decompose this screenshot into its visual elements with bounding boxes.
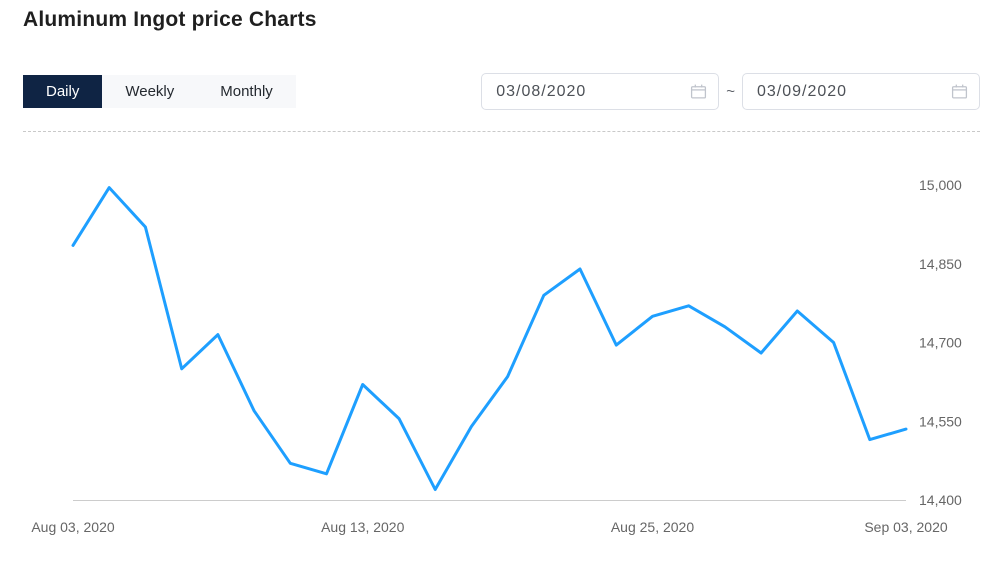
end-date-input[interactable] xyxy=(742,73,980,110)
x-axis-tick-label: Aug 13, 2020 xyxy=(321,519,405,535)
y-axis-tick-label: 14,400 xyxy=(919,492,962,508)
x-axis-tick-label: Sep 03, 2020 xyxy=(864,519,948,535)
tab-daily[interactable]: Daily xyxy=(23,75,103,108)
page-title: Aluminum Ingot price Charts xyxy=(23,8,317,31)
y-axis-tick-label: 15,000 xyxy=(919,177,962,193)
start-date-wrap xyxy=(481,73,720,110)
end-date-wrap xyxy=(742,73,980,110)
controls-row: Daily Weekly Monthly ~ xyxy=(23,73,980,110)
x-axis-tick-label: Aug 03, 2020 xyxy=(31,519,115,535)
tab-weekly[interactable]: Weekly xyxy=(102,75,197,108)
start-date-input[interactable] xyxy=(481,73,720,110)
period-tab-group: Daily Weekly Monthly xyxy=(23,75,296,108)
price-line-series xyxy=(71,186,908,491)
dashed-divider xyxy=(23,131,980,132)
aluminum-price-page: Aluminum Ingot price Charts Daily Weekly… xyxy=(0,8,1001,570)
tab-monthly[interactable]: Monthly xyxy=(197,75,296,108)
x-axis-tick-label: Aug 25, 2020 xyxy=(611,519,695,535)
y-axis-tick-label: 14,550 xyxy=(919,413,962,429)
y-axis-tick-label: 14,850 xyxy=(919,256,962,272)
date-range-separator: ~ xyxy=(726,83,735,100)
date-range-picker: ~ xyxy=(481,73,980,110)
y-axis-tick-label: 14,700 xyxy=(919,335,962,351)
